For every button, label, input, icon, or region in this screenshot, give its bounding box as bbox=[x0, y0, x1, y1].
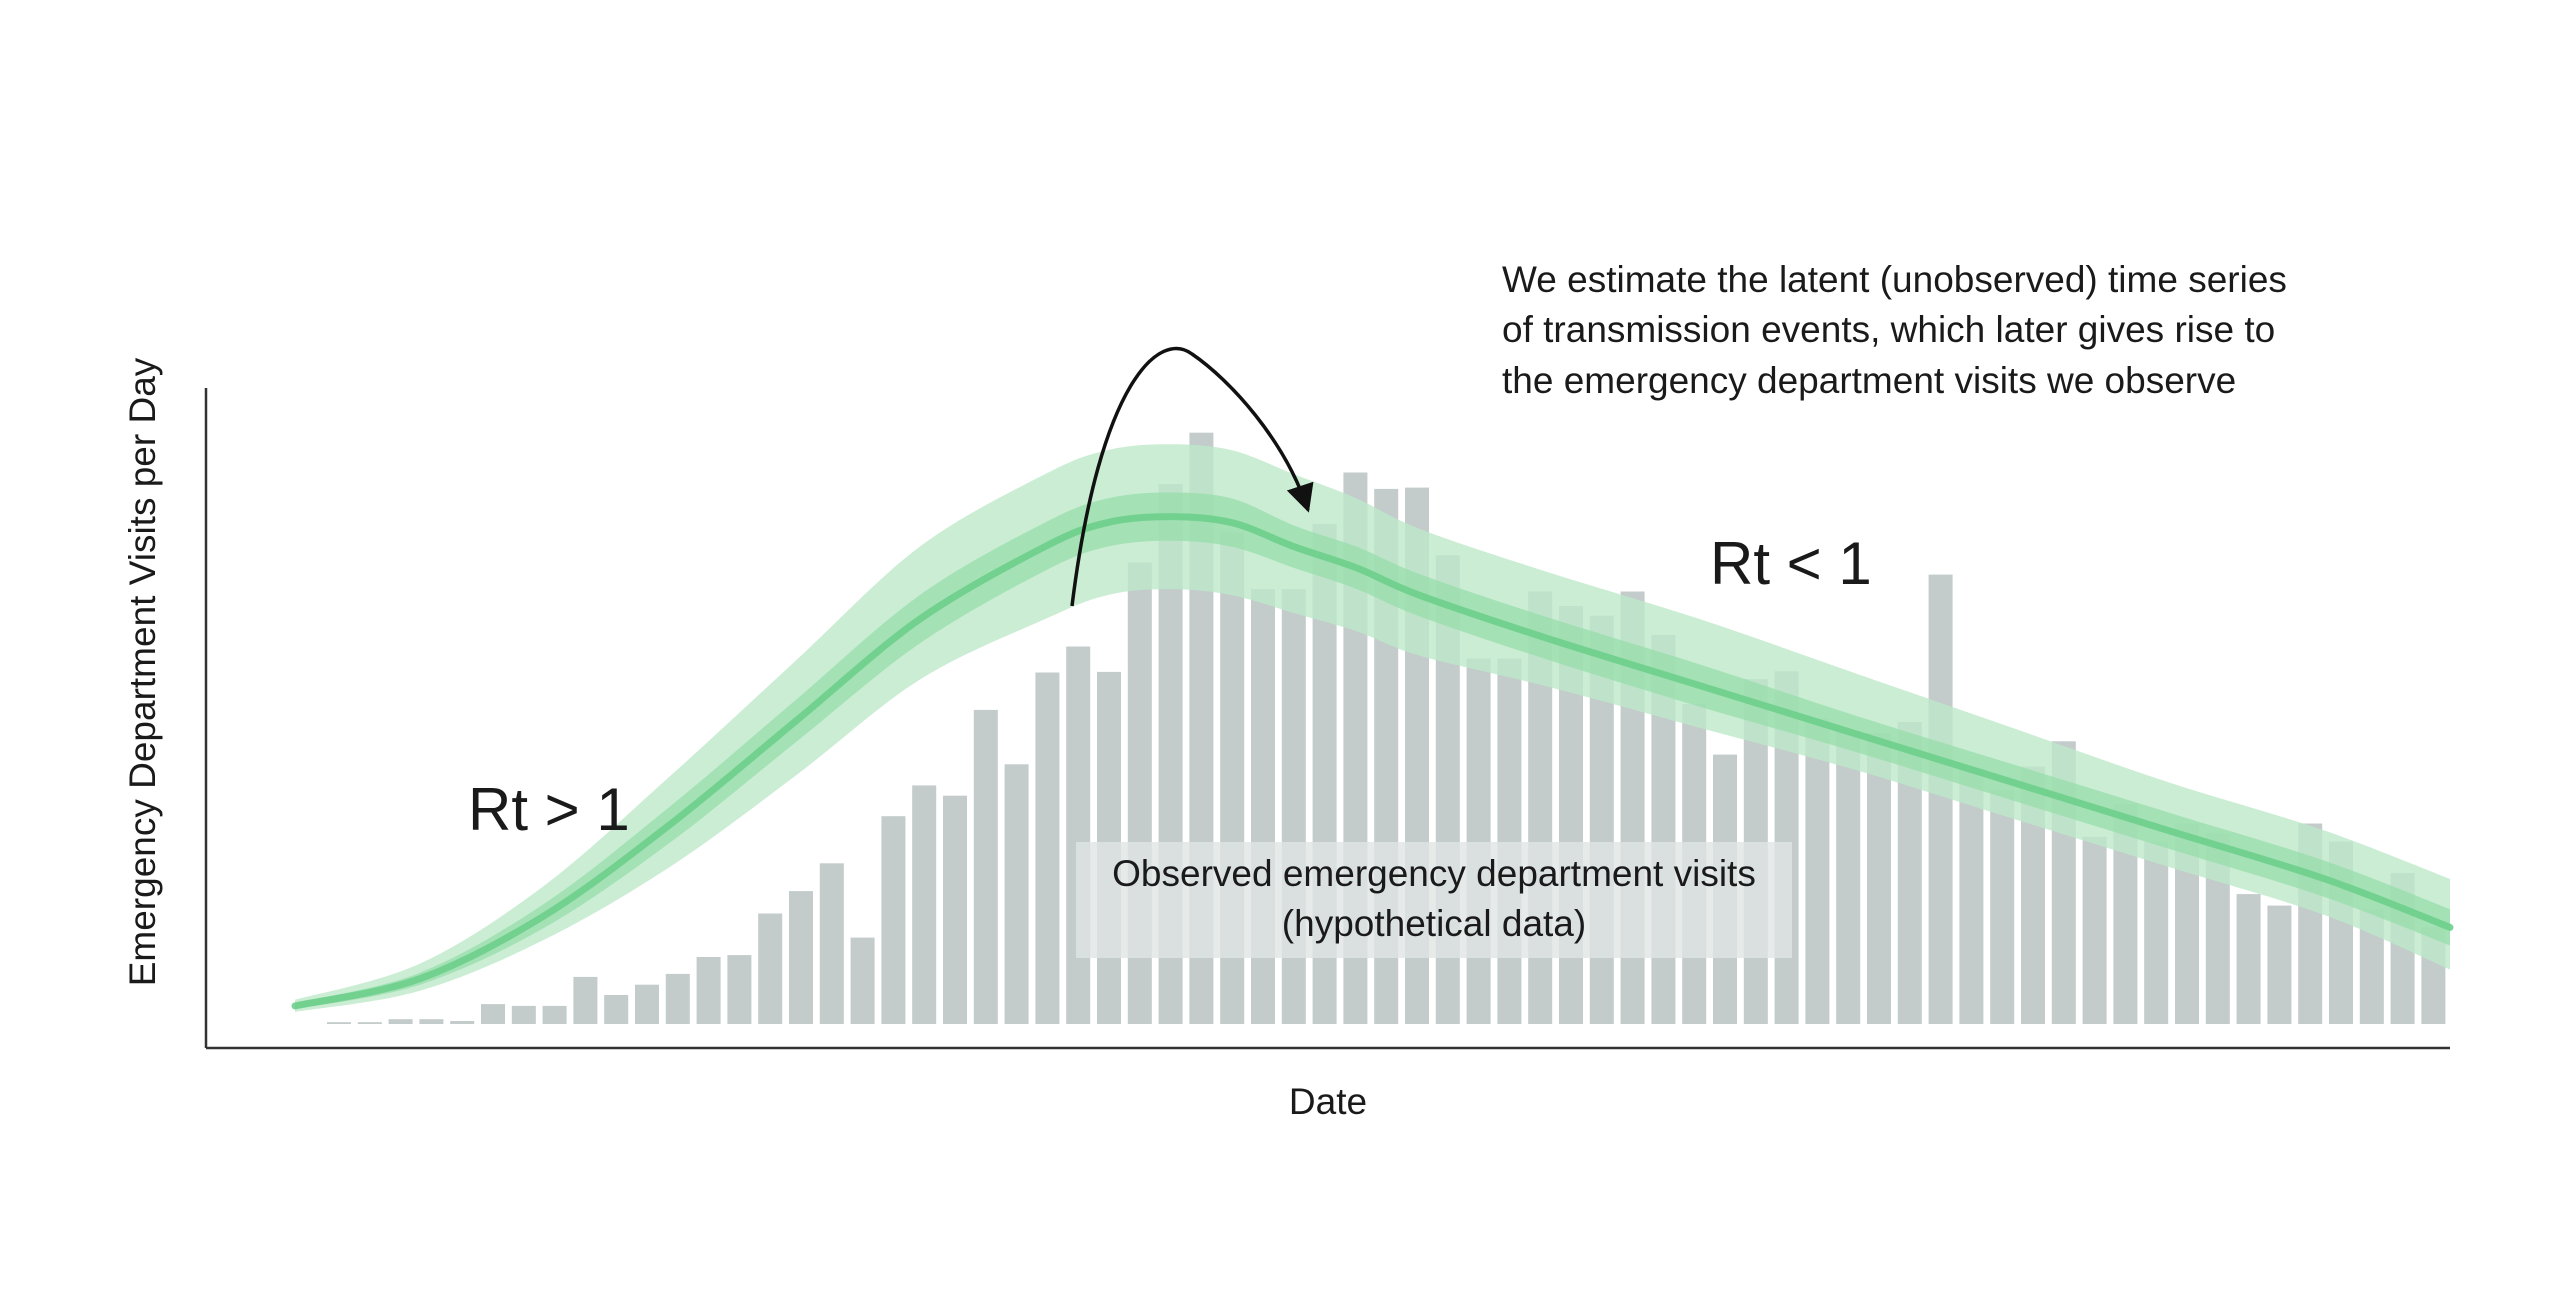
bar bbox=[327, 1022, 351, 1024]
x-axis-label: Date bbox=[1289, 1081, 1367, 1122]
bar bbox=[1035, 672, 1060, 1024]
bar bbox=[727, 955, 752, 1024]
bar bbox=[850, 937, 875, 1024]
bar bbox=[573, 976, 598, 1024]
bar bbox=[1805, 718, 1830, 1024]
bar bbox=[357, 1022, 382, 1024]
rt-less-than-one-label: Rt < 1 bbox=[1710, 530, 1872, 597]
bar bbox=[1251, 589, 1275, 1024]
bar bbox=[481, 1004, 505, 1024]
bar bbox=[2144, 841, 2169, 1024]
bar bbox=[2267, 905, 2292, 1024]
bar bbox=[1281, 589, 1306, 1024]
bar bbox=[419, 1019, 444, 1024]
annotation-line-3: the emergency department visits we obser… bbox=[1502, 360, 2236, 401]
bar bbox=[2082, 836, 2107, 1024]
annotation-line-2: of transmission events, which later give… bbox=[1502, 309, 2275, 350]
bar bbox=[789, 891, 813, 1024]
bar bbox=[973, 709, 998, 1024]
bar bbox=[1959, 767, 1984, 1024]
bar bbox=[1867, 732, 1891, 1024]
bar bbox=[819, 863, 844, 1024]
bar bbox=[1497, 658, 1522, 1024]
bar bbox=[912, 785, 937, 1024]
transmission-band-group bbox=[291, 444, 2454, 1012]
bar bbox=[542, 1005, 567, 1024]
observed-data-label-box bbox=[1076, 842, 1792, 958]
bar bbox=[2236, 894, 2261, 1024]
bar bbox=[511, 1005, 536, 1024]
transmission-median-line bbox=[291, 513, 2454, 1010]
bar bbox=[388, 1019, 413, 1024]
bar bbox=[1836, 731, 1861, 1024]
bar bbox=[604, 995, 629, 1024]
bar bbox=[635, 984, 659, 1024]
observed-data-label-line-1: Observed emergency department visits bbox=[1112, 853, 1756, 894]
observed-data-label-line-2: (hypothetical data) bbox=[1282, 903, 1586, 944]
bar bbox=[665, 973, 690, 1024]
bar bbox=[1004, 764, 1029, 1024]
credible-band-inner bbox=[295, 492, 2450, 1009]
bar bbox=[758, 913, 783, 1024]
y-axis-label: Emergency Department Visits per Day bbox=[122, 357, 163, 986]
bar bbox=[943, 795, 967, 1024]
rt-greater-than-one-label: Rt > 1 bbox=[468, 776, 630, 843]
bar bbox=[1066, 646, 1091, 1024]
bar bbox=[1466, 658, 1491, 1024]
annotation-line-1: We estimate the latent (unobserved) time… bbox=[1502, 259, 2287, 300]
bar bbox=[1928, 574, 1953, 1024]
bar bbox=[450, 1021, 475, 1024]
curved-arrow bbox=[1070, 346, 1314, 607]
bar bbox=[1990, 789, 2015, 1024]
bar bbox=[881, 816, 906, 1024]
bar bbox=[696, 957, 721, 1024]
